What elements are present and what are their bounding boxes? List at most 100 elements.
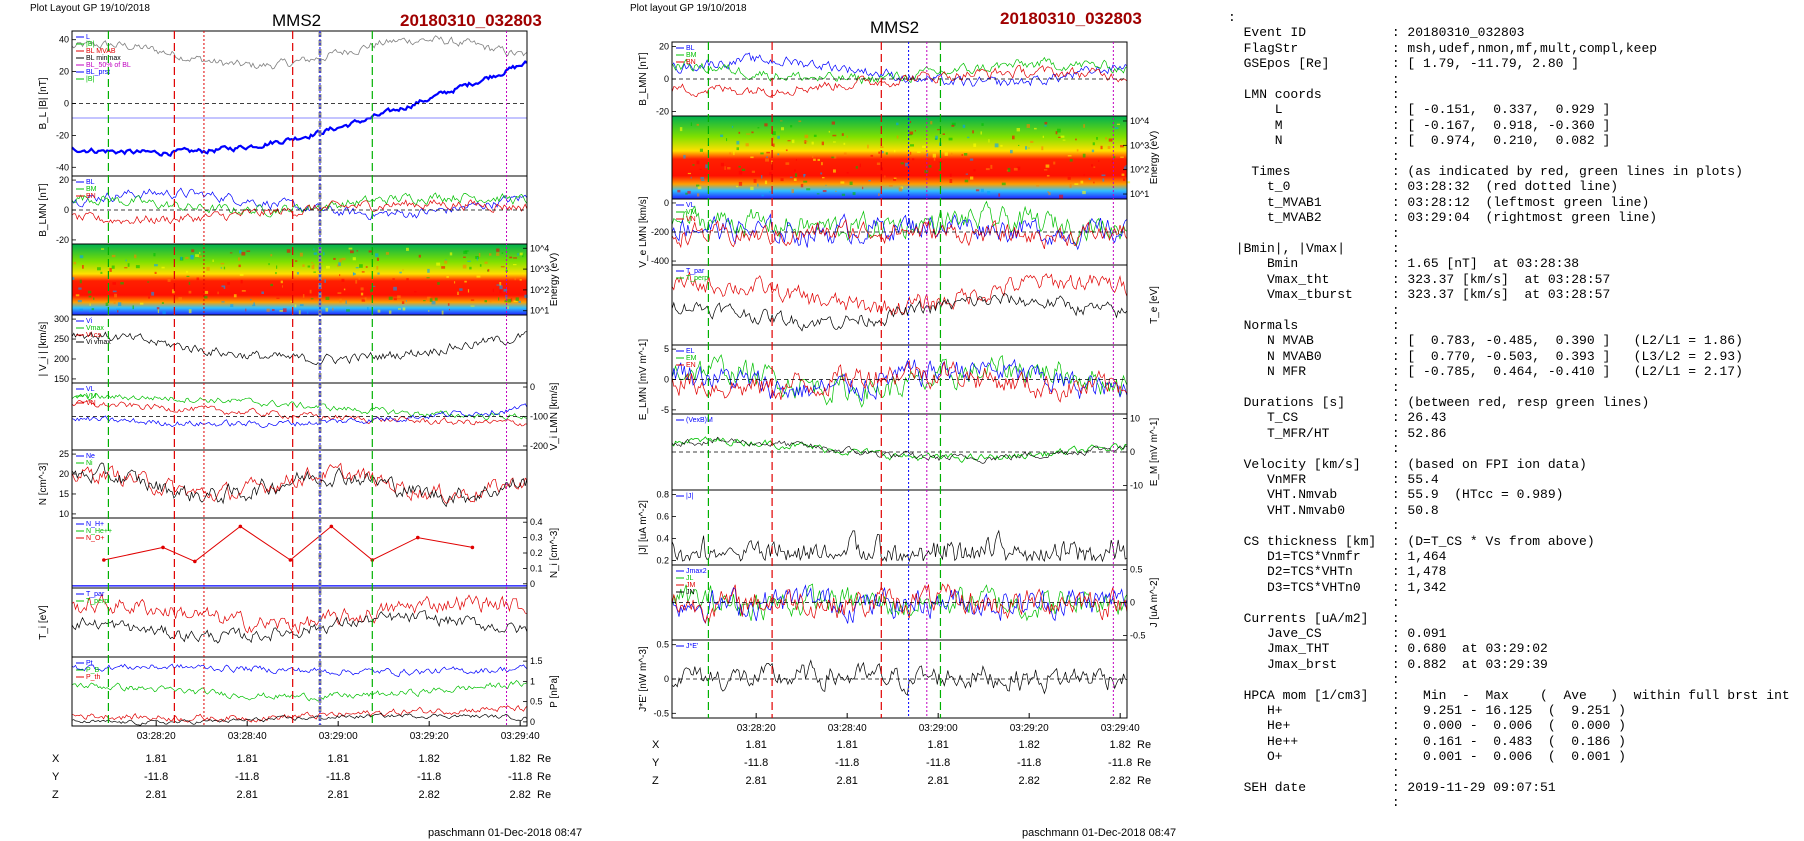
info-line: t_0 : 03:28:32 (red dotted line) bbox=[1228, 179, 1619, 195]
spectrogram-speckle bbox=[738, 165, 741, 168]
spectrogram-speckle bbox=[275, 272, 277, 275]
info-line: T_MFR/HT : 52.86 bbox=[1228, 425, 1447, 441]
left-footer: paschmann 01-Dec-2018 08:47 bbox=[428, 827, 582, 839]
spectrogram-speckle bbox=[77, 300, 82, 303]
spectrogram-speckle bbox=[697, 193, 700, 197]
legend-entry: EL bbox=[686, 348, 695, 355]
spectrogram-speckle bbox=[928, 165, 932, 168]
y-tick-label: 10^3 bbox=[530, 264, 549, 274]
coord-value: -11.8 bbox=[417, 771, 441, 783]
spectrogram-speckle bbox=[109, 268, 112, 272]
spectrogram-speckle bbox=[93, 297, 95, 300]
y-tick-label: 10^4 bbox=[530, 243, 549, 253]
spectrogram-speckle bbox=[282, 308, 287, 313]
spectrogram-speckle bbox=[791, 139, 795, 144]
spectrogram-speckle bbox=[240, 279, 243, 284]
coord-row-label: Z bbox=[52, 789, 59, 801]
spectrogram-speckle bbox=[930, 121, 933, 125]
info-line: : bbox=[1228, 302, 1400, 318]
y-tick-label: 20 bbox=[59, 469, 69, 479]
spectrogram-speckle bbox=[780, 178, 784, 182]
legend-entry: J*E' bbox=[686, 643, 698, 650]
spectrogram-speckle bbox=[318, 261, 323, 263]
spectrogram-speckle bbox=[162, 310, 166, 315]
spectrogram-speckle bbox=[760, 152, 764, 155]
spectrogram-speckle bbox=[339, 298, 342, 303]
series-ve-2 bbox=[671, 219, 1128, 250]
spectrogram-speckle bbox=[203, 295, 208, 299]
spectrogram-speckle bbox=[111, 265, 115, 269]
spectrogram-speckle bbox=[313, 271, 316, 273]
info-line: N MVAB : [ 0.783, -0.485, 0.390 ] (L2/L1… bbox=[1228, 333, 1743, 349]
spectrogram-speckle bbox=[406, 278, 409, 281]
legend-entry: VM bbox=[86, 393, 97, 400]
info-line: : bbox=[1228, 764, 1400, 780]
spectrogram-speckle bbox=[154, 264, 158, 267]
x-tick-label: 03:29:00 bbox=[319, 731, 358, 742]
spectrogram-speckle bbox=[736, 185, 739, 188]
spectrogram-speckle bbox=[361, 299, 366, 302]
x-tick-label: 03:29:00 bbox=[919, 723, 958, 734]
coord-value: 2.82 bbox=[1109, 775, 1130, 787]
legend-entry: Vi bbox=[86, 318, 93, 325]
spectrogram-speckle bbox=[113, 302, 116, 304]
spectrogram-speckle bbox=[360, 292, 364, 296]
spectrogram-speckle bbox=[843, 152, 847, 156]
y-tick-label: 1 bbox=[530, 676, 535, 686]
spectrogram-speckle bbox=[804, 134, 809, 139]
spectrogram-speckle bbox=[427, 296, 431, 300]
spectrogram-speckle bbox=[764, 123, 768, 127]
spectrogram-speckle bbox=[393, 298, 397, 301]
spectrogram-speckle bbox=[1036, 185, 1040, 187]
spectrogram-speckle bbox=[909, 133, 912, 136]
spectrogram-speckle bbox=[832, 134, 837, 137]
spectrogram-speckle bbox=[406, 247, 409, 251]
spectrogram-speckle bbox=[753, 178, 757, 183]
spectrogram-speckle bbox=[188, 290, 192, 294]
spectrogram-speckle bbox=[294, 304, 297, 308]
spectrogram-speckle bbox=[186, 270, 188, 273]
info-line: Currents [uA/m2] : bbox=[1228, 610, 1400, 626]
spectrogram-speckle bbox=[880, 146, 884, 148]
spectrogram-speckle bbox=[701, 179, 705, 182]
spectrogram-speckle bbox=[1018, 144, 1020, 146]
spectrogram-speckle bbox=[484, 261, 488, 264]
spectrogram-speckle bbox=[467, 289, 470, 293]
spectrogram-speckle bbox=[196, 277, 200, 281]
y-tick-label: -40 bbox=[56, 162, 69, 172]
spectrogram-speckle bbox=[696, 123, 699, 126]
spectrogram-speckle bbox=[900, 162, 904, 165]
spectrogram bbox=[672, 116, 1127, 199]
spectrogram-speckle bbox=[785, 162, 790, 165]
spectrogram-speckle bbox=[1120, 156, 1124, 158]
spectrogram-speckle bbox=[89, 303, 91, 306]
info-line: N : [ 0.974, 0.210, 0.082 ] bbox=[1228, 133, 1611, 149]
spectrogram-speckle bbox=[355, 279, 358, 284]
spectrogram-speckle bbox=[785, 149, 788, 152]
spectrogram-speckle bbox=[1016, 166, 1021, 170]
spectrogram-speckle bbox=[963, 153, 968, 156]
series-j-0 bbox=[671, 529, 1128, 563]
coord-value: 1.82 bbox=[509, 753, 530, 765]
info-line: Durations [s] : (between red, resp green… bbox=[1228, 395, 1650, 410]
right-probe-title: MMS2 bbox=[870, 18, 919, 37]
spectrogram-speckle bbox=[114, 293, 117, 298]
y-tick-label: 0.5 bbox=[1130, 565, 1143, 575]
spectrogram-speckle bbox=[134, 254, 137, 259]
spectrogram-speckle bbox=[313, 252, 318, 255]
info-line: t_MVAB2 : 03:29:04 (rightmost green line… bbox=[1228, 210, 1658, 226]
spectrogram-speckle bbox=[513, 257, 517, 259]
spectrogram-speckle bbox=[345, 300, 347, 304]
spectrogram-speckle bbox=[427, 268, 430, 273]
spectrogram-speckle bbox=[239, 273, 244, 276]
y-axis-label: B_LMN [nT] bbox=[638, 52, 649, 106]
y-axis-label: E_LMN [mV m^-1] bbox=[638, 339, 649, 421]
series-jlmn-2 bbox=[671, 583, 1128, 624]
spectrogram-speckle bbox=[154, 271, 157, 274]
spectrogram-speckle bbox=[186, 275, 190, 277]
right-plot-layout-header: Plot layout GP 19/10/2018 bbox=[630, 3, 747, 14]
series-blmn-1 bbox=[71, 192, 528, 218]
spectrogram-speckle bbox=[1082, 190, 1086, 195]
spectrogram-speckle bbox=[835, 190, 837, 192]
spectrogram-speckle bbox=[360, 287, 364, 291]
